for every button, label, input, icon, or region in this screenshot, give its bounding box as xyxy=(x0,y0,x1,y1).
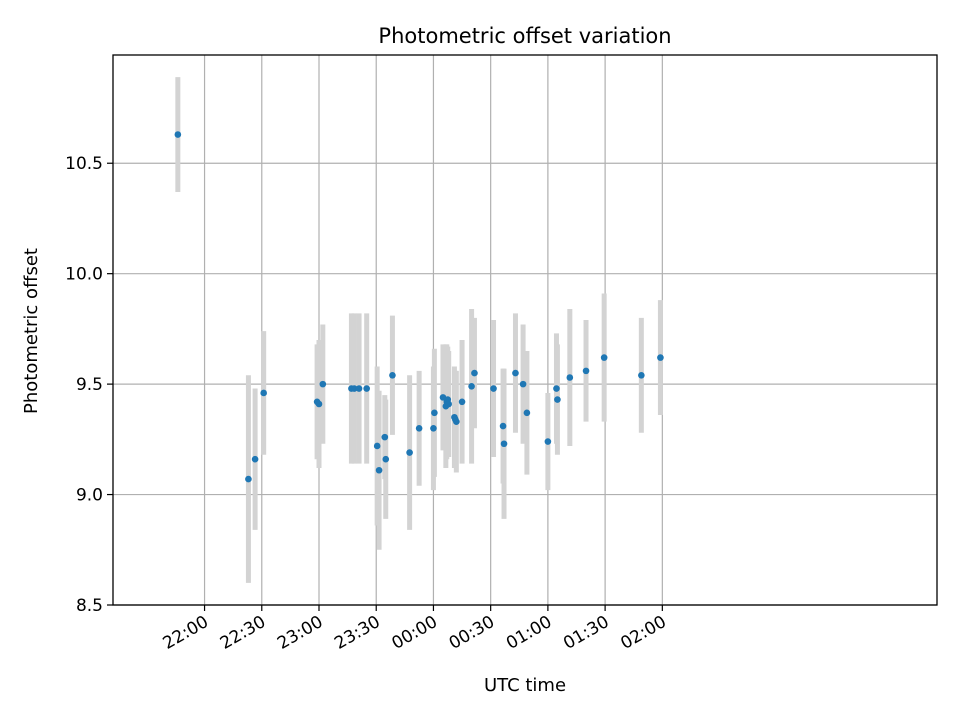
data-point xyxy=(445,400,453,408)
data-point xyxy=(389,371,396,379)
data-point xyxy=(315,400,323,408)
x-axis-label: UTC time xyxy=(484,675,566,696)
y-tick-label: 9.0 xyxy=(76,486,103,506)
y-tick-label: 10.5 xyxy=(65,154,103,174)
data-point xyxy=(350,385,358,392)
data-point xyxy=(415,424,423,432)
data-point xyxy=(657,354,664,361)
data-point xyxy=(431,409,438,417)
chart-title: Photometric offset variation xyxy=(378,24,671,48)
y-axis-label: Photometric offset xyxy=(21,248,42,414)
data-point xyxy=(458,398,466,406)
data-point xyxy=(260,389,267,397)
data-point xyxy=(554,396,561,403)
x-tick-label: 01:00 xyxy=(503,612,555,654)
plot-frame xyxy=(112,54,938,606)
data-point xyxy=(638,371,645,379)
data-points xyxy=(174,131,664,483)
data-point xyxy=(174,131,182,138)
data-point xyxy=(251,455,259,463)
data-point xyxy=(468,383,475,390)
x-tick-label: 23:00 xyxy=(274,612,326,654)
data-point xyxy=(544,438,552,445)
x-tick-label: 22:30 xyxy=(217,612,269,654)
data-point xyxy=(471,369,478,377)
data-point xyxy=(373,442,381,450)
data-point xyxy=(406,449,413,456)
data-point xyxy=(363,385,370,392)
data-point xyxy=(500,440,508,448)
y-tick-label: 8.5 xyxy=(76,596,103,616)
data-point xyxy=(245,475,252,483)
x-tick-label: 02:00 xyxy=(617,612,669,654)
data-point xyxy=(430,424,437,432)
data-point xyxy=(553,385,560,392)
x-tick-label: 01:30 xyxy=(560,612,612,654)
x-tick-label: 22:00 xyxy=(160,612,212,654)
data-point xyxy=(319,380,327,388)
x-tick-label: 00:30 xyxy=(446,612,498,654)
data-point xyxy=(381,433,389,441)
data-point xyxy=(490,385,497,392)
data-point xyxy=(499,422,507,430)
data-point xyxy=(523,409,531,417)
data-point xyxy=(566,374,574,381)
data-point xyxy=(382,455,390,463)
data-point xyxy=(355,385,363,392)
error-bars xyxy=(175,77,663,583)
data-point xyxy=(512,369,519,377)
y-tick-label: 9.5 xyxy=(76,375,103,395)
data-point xyxy=(600,354,608,361)
data-point xyxy=(582,367,590,375)
x-tick-label: 23:30 xyxy=(331,612,383,654)
data-point xyxy=(375,466,383,474)
y-axis-ticks: 8.5 9.0 9.5 10.0 10.5 xyxy=(65,154,113,616)
x-tick-label: 00:00 xyxy=(389,612,441,654)
data-point xyxy=(519,380,527,388)
x-axis-ticks: 22:00 22:30 23:00 23:30 00:00 00:30 01:00 01:30… xyxy=(160,605,670,654)
y-tick-label: 10.0 xyxy=(65,265,103,285)
data-point xyxy=(453,418,460,425)
